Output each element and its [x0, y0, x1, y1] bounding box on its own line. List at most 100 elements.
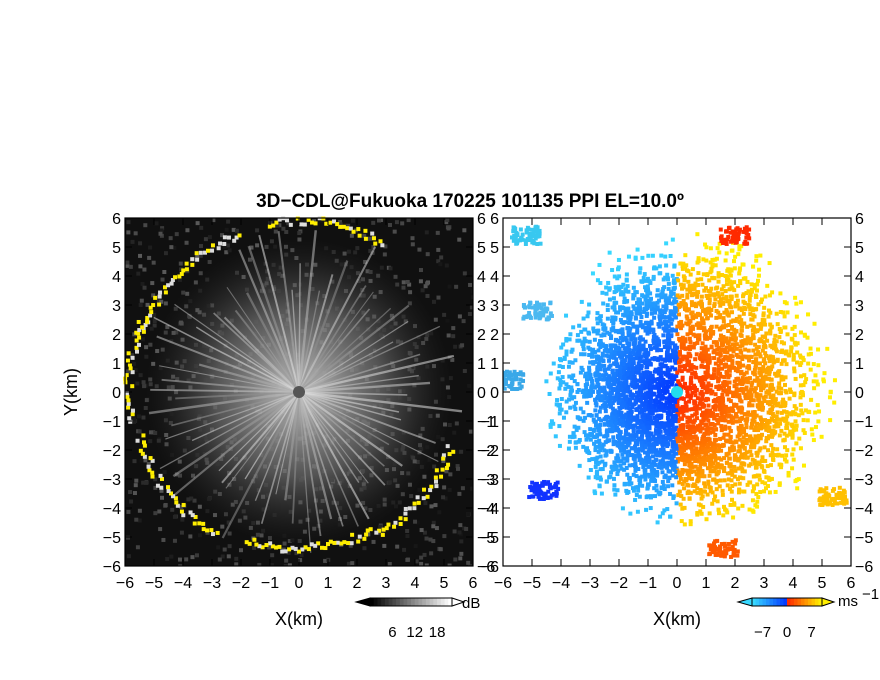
echo-ray — [298, 391, 408, 396]
velocity-cell — [682, 486, 687, 491]
velocity-cell — [721, 406, 726, 411]
velocity-cell — [661, 309, 666, 314]
velocity-cell — [602, 402, 607, 407]
noise-cell — [174, 232, 179, 237]
velocity-cell — [689, 300, 694, 305]
velocity-cell — [561, 342, 566, 347]
velocity-cell — [627, 319, 632, 324]
velocity-cell — [712, 302, 717, 307]
noise-cell — [132, 459, 137, 464]
velocity-cell — [770, 355, 775, 360]
edge-echo — [346, 541, 351, 546]
velocity-cell — [717, 511, 722, 516]
y-tick-label: −6 — [103, 559, 121, 576]
colorbar-segment — [373, 598, 378, 606]
velocity-cell — [770, 364, 775, 369]
velocity-cell — [615, 364, 620, 369]
edge-echo — [398, 521, 403, 526]
velocity-cell — [790, 431, 795, 436]
velocity-cell — [581, 410, 586, 415]
velocity-cell — [688, 326, 693, 331]
noise-cell — [392, 229, 397, 234]
velocity-cell — [607, 332, 612, 337]
noise-cell — [169, 245, 174, 250]
velocity-cell — [568, 332, 573, 337]
velocity-cell — [687, 344, 692, 349]
edge-echo — [439, 474, 444, 479]
echo-ray — [298, 391, 400, 413]
velocity-cell — [681, 441, 686, 446]
velocity-cell — [752, 415, 757, 420]
velocity-cell — [724, 345, 729, 350]
velocity-cell — [796, 413, 801, 418]
velocity-cell — [635, 414, 640, 419]
velocity-cell — [665, 382, 670, 387]
velocity-cell — [613, 492, 618, 497]
velocity-cell — [597, 389, 602, 394]
edge-echo — [166, 485, 171, 490]
velocity-cell — [715, 347, 720, 352]
velocity-cell — [770, 396, 775, 401]
edge-echo — [357, 534, 362, 539]
velocity-cell — [606, 280, 611, 285]
velocity-cell — [602, 327, 607, 332]
velocity-cell — [590, 382, 595, 387]
colorbar-segment — [448, 598, 453, 606]
velocity-cell — [683, 446, 688, 451]
velocity-cell — [668, 412, 673, 417]
velocity-cell — [757, 448, 762, 453]
velocity-cell — [644, 313, 649, 318]
velocity-cell — [791, 410, 796, 415]
velocity-cell — [760, 480, 765, 485]
velocity-cell — [678, 430, 683, 435]
velocity-cell — [723, 348, 728, 353]
velocity-cell — [715, 291, 720, 296]
velocity-panel: −66 6−55 5−44 4−33 3−22 2−11 100 01−1 −12−2 −23−3… — [481, 211, 879, 641]
velocity-cell — [718, 478, 723, 483]
velocity-cell — [687, 347, 692, 352]
velocity-cell — [763, 351, 768, 356]
velocity-cell — [759, 459, 764, 464]
velocity-cell — [607, 381, 612, 386]
velocity-cell — [683, 253, 688, 258]
velocity-cell — [716, 363, 721, 368]
velocity-cell — [747, 507, 752, 512]
edge-echo — [168, 491, 173, 496]
noise-cell — [146, 461, 151, 466]
velocity-cell — [652, 315, 657, 320]
noise-cell — [126, 509, 131, 514]
velocity-cell — [716, 271, 721, 276]
velocity-cell — [612, 307, 617, 312]
velocity-cell — [759, 324, 764, 329]
velocity-cell — [642, 471, 647, 476]
velocity-cell — [707, 511, 712, 516]
velocity-cell — [681, 342, 686, 347]
velocity-cell — [748, 434, 753, 439]
velocity-cell — [652, 445, 657, 450]
noise-cell — [457, 530, 462, 535]
edge-echo — [232, 238, 237, 243]
edge-echo — [124, 391, 129, 396]
y-tick-label: 3 — [477, 298, 486, 315]
velocity-cell — [758, 490, 763, 495]
velocity-cell — [672, 313, 677, 318]
edge-echo — [445, 444, 450, 449]
echo-ray — [298, 308, 371, 393]
velocity-cell — [700, 394, 705, 399]
noise-cell — [466, 560, 471, 565]
noise-cell — [337, 220, 342, 225]
velocity-cell — [790, 435, 795, 440]
velocity-cell — [758, 426, 763, 431]
edge-echo — [364, 532, 369, 537]
echo-ray — [277, 231, 301, 393]
edge-echo — [130, 384, 135, 389]
velocity-cell — [622, 352, 627, 357]
velocity-cell — [719, 374, 724, 379]
velocity-cell — [678, 282, 683, 287]
velocity-cell — [777, 335, 782, 340]
velocity-cell — [644, 456, 649, 461]
velocity-cell — [680, 266, 685, 271]
noise-cell — [451, 326, 456, 331]
velocity-cell — [762, 445, 767, 450]
velocity-cell — [573, 445, 578, 450]
